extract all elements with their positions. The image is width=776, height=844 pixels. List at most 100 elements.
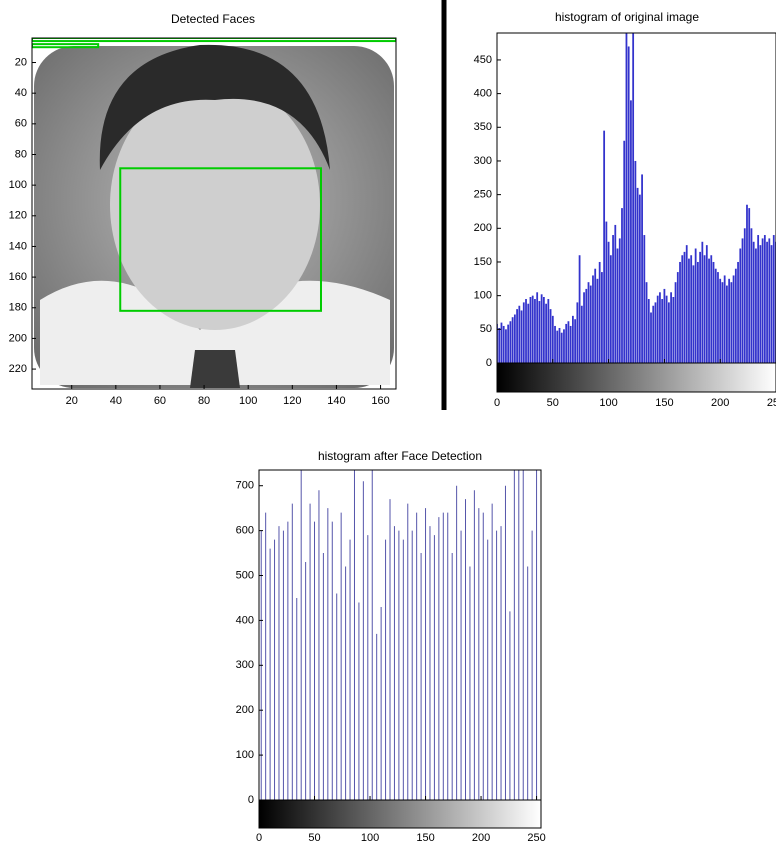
bar [719, 279, 721, 363]
bar [737, 262, 739, 363]
y-tick-label: 150 [474, 256, 492, 268]
bar [739, 249, 741, 363]
bar [572, 316, 574, 363]
bar [563, 329, 565, 363]
x-tick-label: 40 [110, 395, 122, 407]
bar [568, 321, 570, 363]
bar [764, 235, 766, 363]
bar [697, 262, 699, 363]
x-tick-label: 50 [308, 832, 320, 844]
x-tick-label: 150 [655, 397, 673, 409]
bar [666, 296, 668, 363]
plot-area [261, 450, 541, 800]
bar [713, 262, 715, 363]
chart-title: histogram of original image [555, 10, 699, 24]
bar [532, 296, 534, 363]
bar [724, 275, 726, 363]
bar [601, 272, 603, 363]
bar [556, 331, 558, 363]
bar [518, 306, 520, 363]
bar [688, 259, 690, 363]
bar [695, 249, 697, 363]
bar [597, 279, 599, 363]
bar [541, 294, 543, 363]
chart-title: Detected Faces [171, 12, 255, 26]
y-tick-label: 500 [236, 569, 254, 581]
bar [722, 282, 724, 363]
bar [599, 262, 601, 363]
y-tick-label: 100 [474, 290, 492, 302]
y-tick-label: 180 [9, 302, 27, 314]
bar [690, 255, 692, 363]
y-tick-label: 350 [474, 121, 492, 133]
bar [742, 238, 744, 363]
colorbar [259, 800, 541, 828]
bar [632, 33, 634, 363]
chart-title: histogram after Face Detection [318, 449, 482, 463]
bar [543, 297, 545, 363]
bar [630, 100, 632, 363]
y-tick-label: 700 [236, 480, 254, 492]
bar [701, 242, 703, 363]
plot-area [496, 33, 776, 363]
bar [715, 269, 717, 363]
bar [755, 249, 757, 363]
colorbar [497, 363, 776, 392]
bar [684, 252, 686, 363]
bar [679, 262, 681, 363]
x-tick-label: 80 [198, 395, 210, 407]
bar [706, 245, 708, 363]
x-tick-label: 0 [256, 832, 262, 844]
bar [648, 299, 650, 363]
bar [516, 309, 518, 363]
bar [655, 302, 657, 363]
bar [643, 235, 645, 363]
bar [773, 235, 775, 363]
bar [523, 302, 525, 363]
bar [605, 222, 607, 363]
bar [670, 292, 672, 363]
x-tick-label: 120 [283, 395, 301, 407]
bar [748, 208, 750, 363]
bar [536, 292, 538, 363]
bar [512, 317, 514, 363]
bar [552, 316, 554, 363]
bar [576, 302, 578, 363]
y-tick-label: 200 [474, 222, 492, 234]
bar [704, 255, 706, 363]
y-tick-label: 60 [15, 118, 27, 130]
bar [621, 208, 623, 363]
bar [614, 225, 616, 363]
bar [608, 242, 610, 363]
bar [505, 329, 507, 363]
y-tick-label: 300 [474, 155, 492, 167]
bar [710, 255, 712, 363]
bar [534, 299, 536, 363]
y-tick-label: 160 [9, 271, 27, 283]
bar [498, 328, 500, 363]
bar [565, 324, 567, 363]
bar [507, 325, 509, 363]
bar [735, 269, 737, 363]
y-tick-label: 600 [236, 525, 254, 537]
bar [646, 282, 648, 363]
x-tick-label: 150 [416, 832, 434, 844]
bar [525, 299, 527, 363]
x-tick-label: 160 [371, 395, 389, 407]
bar [617, 249, 619, 363]
bar [675, 282, 677, 363]
x-tick-label: 140 [327, 395, 345, 407]
bar [583, 292, 585, 363]
x-tick-label: 200 [711, 397, 729, 409]
bar [590, 286, 592, 363]
y-tick-label: 80 [15, 148, 27, 160]
y-tick-label: 400 [236, 614, 254, 626]
bar [603, 131, 605, 363]
bar [610, 255, 612, 363]
bar [771, 245, 773, 363]
bar [681, 255, 683, 363]
bar [585, 289, 587, 363]
x-tick-label: 100 [239, 395, 257, 407]
bar [751, 228, 753, 363]
bar [550, 309, 552, 363]
